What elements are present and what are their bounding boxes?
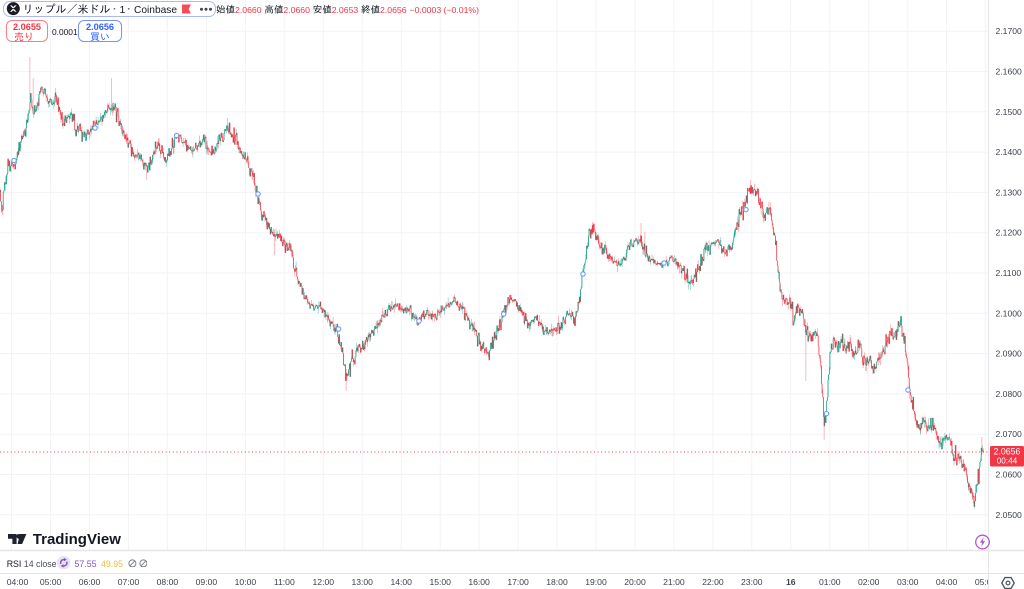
svg-text:16: 16: [786, 577, 796, 587]
svg-text:06:00: 06:00: [79, 577, 101, 587]
svg-text:2.0660: 2.0660: [283, 5, 310, 15]
svg-text:2.0656: 2.0656: [380, 5, 407, 15]
svg-text:22:00: 22:00: [702, 577, 724, 587]
svg-text:2.1000: 2.1000: [996, 308, 1023, 318]
svg-text:01:00: 01:00: [819, 577, 841, 587]
svg-text:07:00: 07:00: [118, 577, 140, 587]
svg-text:19:00: 19:00: [585, 577, 607, 587]
svg-text:2.0800: 2.0800: [996, 389, 1023, 399]
svg-text:−0.0003 (−0.01%): −0.0003 (−0.01%): [410, 5, 480, 15]
svg-text:2.1400: 2.1400: [996, 147, 1023, 157]
svg-text:2.0700: 2.0700: [996, 429, 1023, 439]
svg-text:1: 1: [120, 4, 126, 16]
svg-text:2.0900: 2.0900: [996, 349, 1023, 359]
svg-text:13:00: 13:00: [351, 577, 373, 587]
svg-text:20:00: 20:00: [624, 577, 646, 587]
svg-text:03:00: 03:00: [897, 577, 919, 587]
svg-text:04:00: 04:00: [7, 577, 29, 587]
svg-text:2.0660: 2.0660: [235, 5, 262, 15]
svg-text:2.1500: 2.1500: [996, 107, 1023, 117]
svg-text:11:00: 11:00: [274, 577, 295, 587]
svg-text:14:00: 14:00: [390, 577, 412, 587]
svg-text:2.0656: 2.0656: [994, 447, 1021, 457]
svg-text:2.1300: 2.1300: [996, 187, 1023, 197]
svg-text:08:00: 08:00: [157, 577, 179, 587]
svg-text:2.1100: 2.1100: [996, 268, 1022, 278]
svg-text:05:00: 05:00: [975, 577, 997, 587]
svg-text:17:00: 17:00: [507, 577, 529, 587]
svg-text:04:00: 04:00: [936, 577, 958, 587]
svg-text:2.0600: 2.0600: [996, 470, 1023, 480]
svg-text:2.1700: 2.1700: [996, 26, 1023, 36]
svg-text:2.0500: 2.0500: [996, 510, 1023, 520]
svg-text:18:00: 18:00: [546, 577, 568, 587]
svg-text:09:00: 09:00: [196, 577, 218, 587]
svg-text:2.1200: 2.1200: [996, 228, 1023, 238]
svg-text:05:00: 05:00: [40, 577, 62, 587]
svg-text:Coinbase: Coinbase: [134, 5, 177, 16]
svg-text:02:00: 02:00: [858, 577, 880, 587]
svg-text:10:00: 10:00: [235, 577, 257, 587]
svg-text:12:00: 12:00: [313, 577, 335, 587]
svg-text:2.1600: 2.1600: [996, 67, 1023, 77]
svg-text:15:00: 15:00: [429, 577, 451, 587]
svg-text:23:00: 23:00: [741, 577, 763, 587]
svg-text:00:44: 00:44: [997, 457, 1018, 466]
svg-text:21:00: 21:00: [663, 577, 685, 587]
svg-text:2.0653: 2.0653: [332, 5, 359, 15]
svg-text:16:00: 16:00: [468, 577, 490, 587]
